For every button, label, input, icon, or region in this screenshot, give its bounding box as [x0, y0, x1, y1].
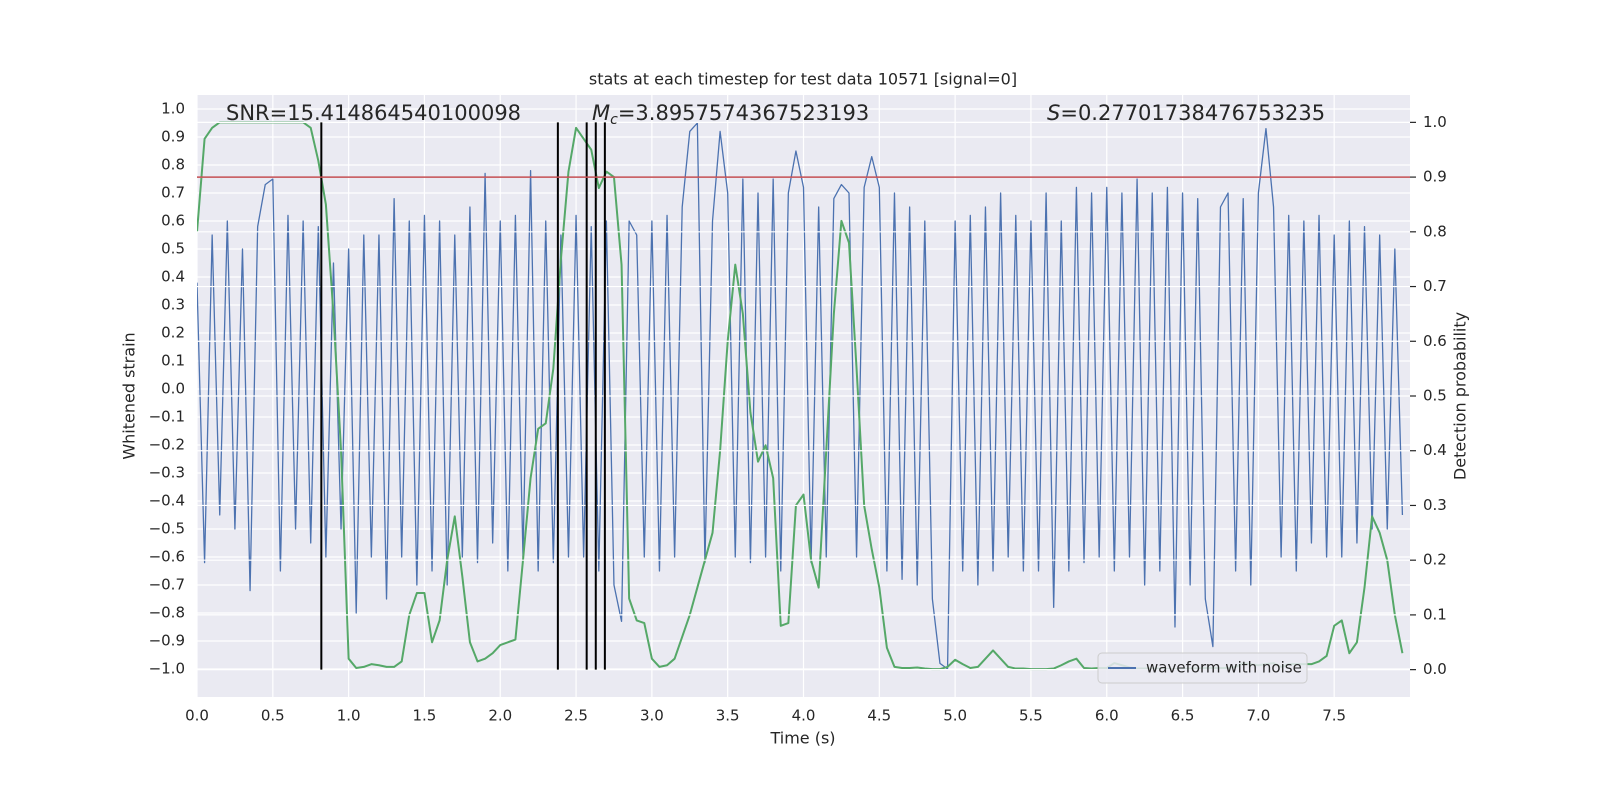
annotation-symbol: M — [592, 101, 610, 125]
y2-tick-label: 0.0 — [1423, 660, 1447, 678]
legend-label: waveform with noise — [1146, 659, 1302, 677]
x-tick-label: 4.5 — [867, 707, 891, 725]
y2-tick-label: 0.2 — [1423, 551, 1447, 569]
y-tick-label: −0.7 — [149, 576, 185, 594]
y2-tick-label: 0.3 — [1423, 496, 1447, 514]
annotation-symbol: S — [1047, 101, 1060, 125]
legend-box — [1097, 652, 1308, 684]
y-tick-label: 0.0 — [161, 380, 185, 398]
series-line — [197, 122, 1404, 670]
y-tick-label: 0.7 — [161, 184, 185, 202]
y2-tick-label: 0.6 — [1423, 332, 1447, 350]
chart-title: stats at each timestep for test data 105… — [589, 70, 1017, 89]
y-tick-label: −0.8 — [149, 604, 185, 622]
y-tick-label: 0.9 — [161, 128, 185, 146]
y2-tick-label: 0.7 — [1423, 277, 1447, 295]
annotation-text: =0.27701738476753235 — [1060, 101, 1325, 125]
y-tick-label: −0.9 — [149, 632, 185, 650]
y-tick-label: 0.3 — [161, 296, 185, 314]
y2-tick-label: 1.0 — [1423, 113, 1447, 131]
annotation: Mc=3.8957574367523193 — [592, 101, 869, 128]
y-tick-label: 1.0 — [161, 100, 185, 118]
x-tick-label: 7.0 — [1246, 707, 1270, 725]
annotation-text: =3.8957574367523193 — [618, 101, 869, 125]
y-tick-label: 0.4 — [161, 268, 185, 286]
y-tick-label: 0.6 — [161, 212, 185, 230]
x-tick-label: 0.5 — [261, 707, 285, 725]
annotation-subscript: c — [610, 112, 618, 128]
y-tick-label: −0.2 — [149, 436, 185, 454]
y2-tick-label: 0.4 — [1423, 441, 1447, 459]
annotation: S=0.27701738476753235 — [1047, 101, 1325, 125]
x-tick-label: 5.5 — [1019, 707, 1043, 725]
x-tick-label: 5.0 — [943, 707, 967, 725]
y-tick-label: −0.5 — [149, 520, 185, 538]
x-tick-label: 2.0 — [488, 707, 512, 725]
y-tick-label: 0.2 — [161, 324, 185, 342]
y-tick-label: −0.6 — [149, 548, 185, 566]
x-tick-label: 3.0 — [640, 707, 664, 725]
y-axis-label: Whitened strain — [120, 332, 139, 459]
annotation-text: SNR=15.414864540100098 — [226, 101, 521, 125]
x-tick-label: 1.0 — [337, 707, 361, 725]
x-tick-label: 6.5 — [1171, 707, 1195, 725]
x-tick-label: 3.5 — [716, 707, 740, 725]
y2-tick-label: 0.9 — [1423, 168, 1447, 186]
y2-axis-label: Detection probability — [1451, 312, 1470, 480]
x-tick-label: 4.0 — [792, 707, 816, 725]
annotation: SNR=15.414864540100098 — [226, 101, 521, 125]
y-tick-label: −0.4 — [149, 492, 185, 510]
y-tick-label: −0.1 — [149, 408, 185, 426]
y-tick-label: 0.8 — [161, 156, 185, 174]
x-tick-label: 1.5 — [413, 707, 437, 725]
y-tick-label: −1.0 — [149, 660, 185, 678]
x-axis-label: Time (s) — [769, 729, 835, 748]
x-tick-label: 0.0 — [185, 707, 209, 725]
y2-tick-label: 0.1 — [1423, 605, 1447, 623]
y2-tick-label: 0.8 — [1423, 222, 1447, 240]
x-tick-label: 2.5 — [564, 707, 588, 725]
x-tick-label: 7.5 — [1322, 707, 1346, 725]
x-tick-label: 6.0 — [1095, 707, 1119, 725]
y2-tick-label: 0.5 — [1423, 387, 1447, 405]
y-tick-label: −0.3 — [149, 464, 185, 482]
y-tick-label: 0.1 — [161, 352, 185, 370]
y-tick-label: 0.5 — [161, 240, 185, 258]
